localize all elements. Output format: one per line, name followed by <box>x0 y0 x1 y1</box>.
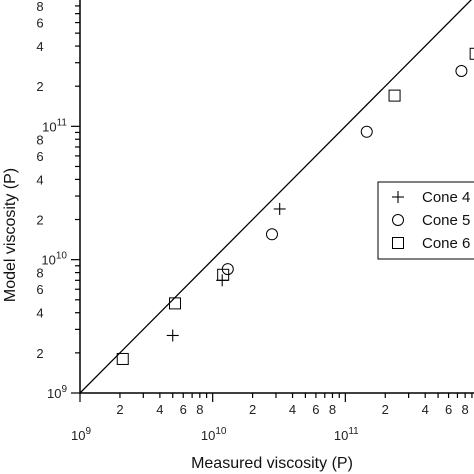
y-tick-label: 2 <box>36 79 43 94</box>
identity-line <box>79 0 472 394</box>
point-square-2-1 <box>168 297 181 310</box>
y-tick-label: 4 <box>36 39 43 54</box>
y-tick-label: 4 <box>36 306 43 321</box>
x-tick-label: 8 <box>196 402 203 417</box>
legend-marker-plus <box>392 191 404 203</box>
y-tick-label: 2 <box>36 346 43 361</box>
point-square-2-2 <box>217 268 230 281</box>
x-tick-label: 2 <box>382 402 389 417</box>
y-tick-label: 8 <box>36 266 43 281</box>
identity-line-path <box>79 0 472 394</box>
x-tick-label: 4 <box>289 402 296 417</box>
y-tick-label: 4 <box>36 172 43 187</box>
point-plus-0-2 <box>273 202 286 215</box>
point-square-2-4 <box>469 47 474 60</box>
x-decade-label: 109 <box>71 426 91 443</box>
y-tick-label: 8 <box>36 0 43 14</box>
x-axis-label: Measured viscosity (P) <box>191 455 353 472</box>
x-tick-label: 6 <box>180 402 187 417</box>
legend-label: Cone 5 <box>422 212 470 229</box>
y-axis-label: Model viscosity (P) <box>2 168 19 302</box>
x-tick-label: 4 <box>156 402 163 417</box>
y-tick-label: 6 <box>36 16 43 31</box>
y-tick-label: 6 <box>36 282 43 297</box>
y-decade-label: 1011 <box>42 117 67 134</box>
x-decade-label: 1010 <box>201 426 227 443</box>
x-tick-label: 2 <box>116 402 123 417</box>
point-plus-0-0 <box>166 329 179 342</box>
legend-label: Cone 4 <box>422 189 470 206</box>
x-tick-label: 8 <box>462 402 469 417</box>
point-square-2-0 <box>116 352 129 365</box>
legend: Cone 4 Cone 5 Cone 6 <box>377 181 474 260</box>
legend-box <box>377 181 474 260</box>
point-circle-1-3 <box>455 65 468 78</box>
x-tick-label: 4 <box>422 402 429 417</box>
legend-marker-square <box>392 237 404 249</box>
point-circle-1-2 <box>360 125 373 138</box>
y-tick-label: 8 <box>36 132 43 147</box>
point-square-2-3 <box>388 89 401 102</box>
x-tick-label: 6 <box>445 402 452 417</box>
x-decade-label: 1011 <box>334 426 359 443</box>
legend-marker-circle <box>392 214 404 226</box>
y-decade-label: 1010 <box>41 251 67 268</box>
y-tick-label: 6 <box>36 149 43 164</box>
x-tick-label: 2 <box>249 402 256 417</box>
y-decade-label: 109 <box>47 384 67 401</box>
point-circle-1-1 <box>265 228 278 241</box>
x-tick-label: 8 <box>329 402 336 417</box>
x-tick-label: 6 <box>312 402 319 417</box>
y-tick-label: 2 <box>36 213 43 228</box>
data-points <box>116 47 474 365</box>
legend-label: Cone 6 <box>422 235 470 252</box>
